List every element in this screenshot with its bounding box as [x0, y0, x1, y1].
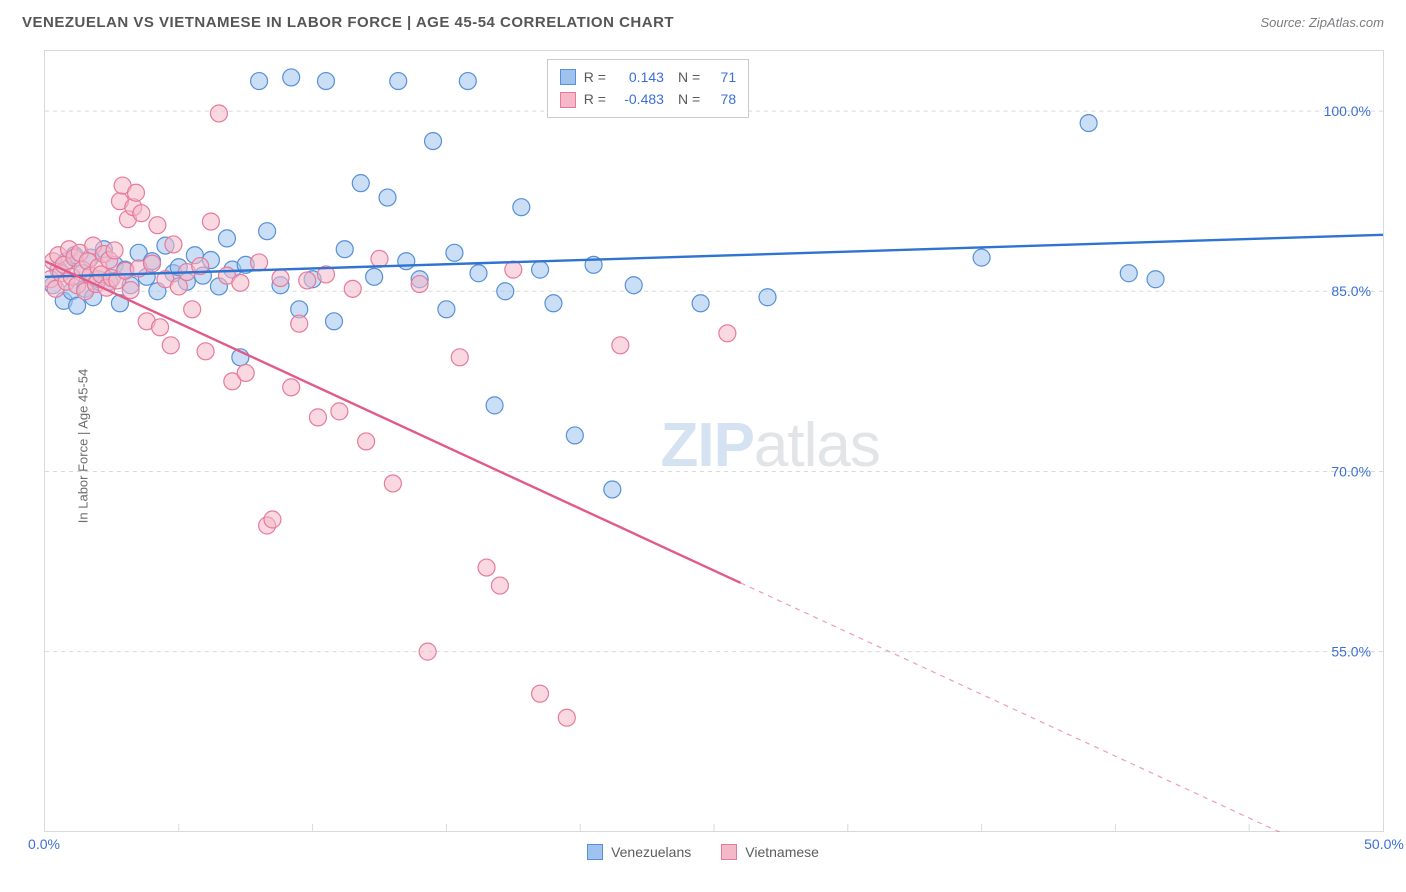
legend-swatch — [587, 844, 603, 860]
stats-swatch — [560, 69, 576, 85]
stats-n-value: 71 — [708, 66, 736, 88]
source-label: Source: — [1260, 15, 1308, 30]
legend-swatch — [721, 844, 737, 860]
scatter-plot-svg: 55.0% 70.0% 85.0% 100.0% — [45, 51, 1383, 832]
chart-area: 55.0%70.0%85.0%100.0% ZIPatlas R =0.143N… — [44, 50, 1384, 832]
stats-swatch — [560, 92, 576, 108]
stats-r-label: R = — [584, 88, 606, 110]
legend-label: Venezuelans — [611, 844, 691, 860]
legend-item: Vietnamese — [721, 844, 819, 860]
legend-label: Vietnamese — [745, 844, 819, 860]
svg-text:55.0%: 55.0% — [1331, 644, 1371, 660]
stats-n-label: N = — [678, 88, 700, 110]
stats-row: R = 0.143 N = 71 — [560, 66, 736, 88]
stats-r-value: 0.143 — [614, 66, 664, 88]
stats-r-label: R = — [584, 66, 606, 88]
stats-n-value: 78 — [708, 88, 736, 110]
svg-text:100.0%: 100.0% — [1324, 103, 1371, 119]
chart-title: VENEZUELAN VS VIETNAMESE IN LABOR FORCE … — [22, 14, 674, 31]
svg-text:85.0%: 85.0% — [1331, 283, 1371, 299]
legend-item: Venezuelans — [587, 844, 691, 860]
chart-header: VENEZUELAN VS VIETNAMESE IN LABOR FORCE … — [0, 0, 1406, 43]
stats-n-label: N = — [678, 66, 700, 88]
series-legend: Venezuelans Vietnamese — [0, 844, 1406, 860]
correlation-stats-box: R = 0.143 N = 71 R = -0.483 N = 78 — [547, 59, 749, 118]
svg-text:70.0%: 70.0% — [1331, 463, 1371, 479]
source-value: ZipAtlas.com — [1309, 15, 1384, 30]
chart-source: Source: ZipAtlas.com — [1260, 15, 1384, 30]
stats-row: R = -0.483 N = 78 — [560, 88, 736, 110]
stats-r-value: -0.483 — [614, 88, 664, 110]
